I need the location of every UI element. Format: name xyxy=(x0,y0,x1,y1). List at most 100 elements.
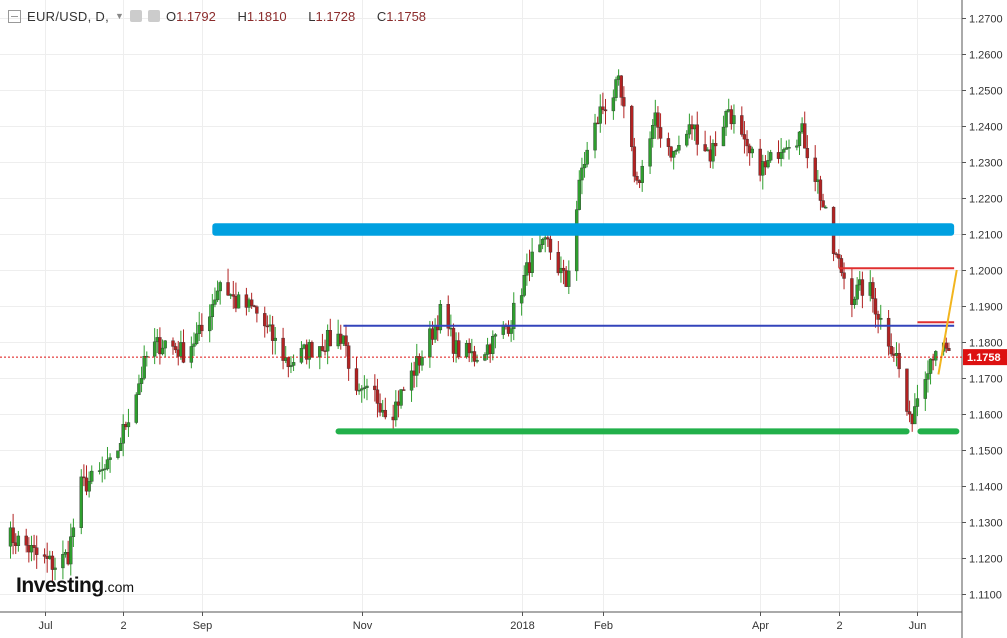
x-tick-label: Sep xyxy=(193,620,213,632)
candle-body xyxy=(90,470,94,482)
candle-body xyxy=(795,145,799,148)
candle-body xyxy=(171,340,175,347)
candle-body xyxy=(438,304,443,331)
collapse-icon[interactable] xyxy=(8,9,21,23)
investing-logo: Investing.com xyxy=(16,574,135,597)
y-tick-label: 1.1800 xyxy=(969,338,1003,350)
gear-icon[interactable] xyxy=(147,10,160,22)
candle-body xyxy=(889,346,893,355)
y-tick-label: 1.2200 xyxy=(969,194,1003,206)
candle-body xyxy=(732,115,736,125)
candle-body xyxy=(674,150,678,152)
settings-icon[interactable] xyxy=(129,10,142,22)
candle-body xyxy=(530,251,534,273)
candle-body xyxy=(823,206,828,209)
candle-body xyxy=(218,282,222,292)
candle-body xyxy=(420,356,424,366)
candle-body xyxy=(580,167,584,181)
candle-body xyxy=(519,295,524,304)
chevron-down-icon[interactable]: ▼ xyxy=(115,11,124,21)
candle-body xyxy=(158,337,162,355)
candle-body xyxy=(255,306,259,314)
candle-body xyxy=(475,360,479,362)
x-tick-label: Apr xyxy=(752,620,769,632)
candle-body xyxy=(493,334,498,337)
candle-body xyxy=(614,79,618,98)
x-tick-label: 2 xyxy=(836,620,842,632)
last-price-marker: 1.1758 xyxy=(0,349,1007,366)
candle-body xyxy=(666,138,671,147)
candle-body xyxy=(79,476,83,528)
candle-body xyxy=(852,299,857,305)
candle-body xyxy=(787,147,791,149)
chart-header: EUR/USD, D, ▼ O1.1792 H1.1810 L1.1728 C1… xyxy=(8,6,444,26)
candle-body xyxy=(538,244,542,253)
candle-body xyxy=(82,476,86,479)
candle-body xyxy=(611,97,616,112)
candle-body xyxy=(236,294,241,309)
candle-body xyxy=(87,481,91,492)
x-tick-label: 2018 xyxy=(510,620,534,632)
candle-body xyxy=(289,365,293,368)
candle-body xyxy=(378,403,382,413)
candle-body xyxy=(192,343,196,347)
candle-body xyxy=(270,324,275,341)
candle-body xyxy=(601,106,605,110)
y-tick-label: 1.1100 xyxy=(969,590,1002,602)
support-zone xyxy=(917,428,960,435)
candle-body xyxy=(61,554,65,569)
candle-body xyxy=(926,373,930,380)
candle-body xyxy=(491,335,495,354)
candle-body xyxy=(915,398,920,407)
chart-annotations xyxy=(212,223,960,435)
candle-body xyxy=(34,547,39,555)
candle-body xyxy=(399,389,403,406)
candle-body xyxy=(249,299,254,306)
candle-body xyxy=(913,406,917,425)
candle-body xyxy=(365,385,369,388)
y-tick-label: 1.2400 xyxy=(969,122,1003,134)
candle-body xyxy=(850,278,854,305)
candle-body xyxy=(947,348,951,351)
chart-grid xyxy=(0,0,962,612)
candle-body xyxy=(593,122,597,151)
candle-body xyxy=(457,340,461,358)
candle-body xyxy=(108,457,112,460)
candle-body xyxy=(139,378,144,384)
candle-body xyxy=(121,424,125,444)
candle-body xyxy=(189,346,194,363)
candle-body xyxy=(711,143,715,162)
candle-body xyxy=(577,179,581,210)
candle-body xyxy=(768,152,773,161)
candle-body xyxy=(934,351,938,361)
candle-body xyxy=(373,385,377,391)
candle-body xyxy=(740,115,744,135)
candle-body xyxy=(116,450,120,458)
candle-body xyxy=(200,324,204,332)
candle-body xyxy=(803,123,807,149)
candle-body xyxy=(598,106,602,124)
candle-body xyxy=(32,545,36,548)
y-tick-label: 1.1700 xyxy=(969,374,1003,386)
candle-body xyxy=(357,389,361,392)
candle-body xyxy=(603,109,608,112)
candle-body xyxy=(821,200,825,208)
candle-body xyxy=(69,536,73,565)
candle-body xyxy=(842,272,846,279)
candle-body xyxy=(630,105,634,147)
candle-body xyxy=(837,254,841,259)
candle-body xyxy=(813,157,817,182)
candle-body xyxy=(263,313,267,327)
high-value: H1.1810 xyxy=(237,8,287,24)
candle-body xyxy=(231,294,235,297)
candle-body xyxy=(761,161,765,176)
candle-body xyxy=(181,342,186,363)
candle-body xyxy=(383,409,388,418)
candle-body xyxy=(873,298,878,315)
y-tick-label: 1.1900 xyxy=(969,302,1003,314)
candle-body xyxy=(818,179,823,201)
candle-body xyxy=(632,146,637,177)
candle-body xyxy=(446,304,450,329)
y-tick-label: 1.1300 xyxy=(969,518,1003,530)
